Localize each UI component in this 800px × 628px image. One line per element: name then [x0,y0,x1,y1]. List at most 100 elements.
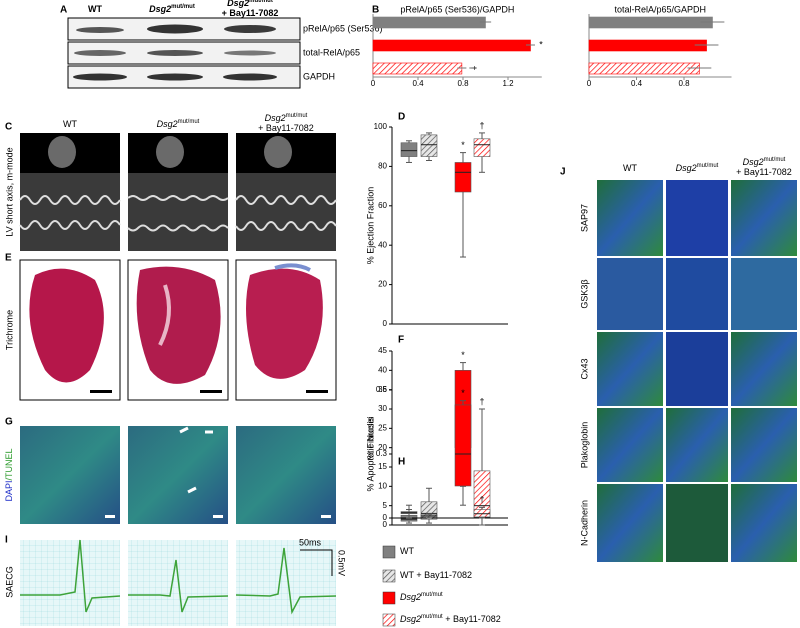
y-tick-label: 35 [378,385,387,394]
bar [588,16,713,29]
row-label: pRelA/p65 (Ser536) [303,23,383,33]
gene: Dsg2 [676,163,697,173]
y-tick-label: 40 [378,365,387,374]
superscript: mut/mut [286,113,308,119]
gene: Dsg2 [400,614,421,624]
column-header: Dsg2mut/mut [149,4,195,15]
gene: Dsg2 [400,592,421,602]
column-header: WT [63,119,77,129]
annotation: † [479,396,484,406]
echo-images [19,133,337,251]
annotation: † [468,65,478,70]
y-tick-label: 0 [383,513,388,522]
x-tick-label: 0.4 [631,79,643,88]
dapi: DAPI [4,481,14,502]
bar [372,16,486,29]
panel-letter: B [372,5,379,16]
row-label: Plakoglobin [579,422,589,469]
x-tick-label: 0 [371,79,376,88]
column-header: WT [623,163,637,173]
panel-letter: I [5,535,8,546]
panel-letter: E [5,253,12,264]
panel-letter: A [60,5,67,16]
annotation: * [461,140,465,150]
legend-label: WT + Bay11-7082 [400,570,472,580]
box [420,134,438,157]
legend-label: WT [400,546,414,556]
column-header: Dsg2mut/mut + Bay11-7082 [258,113,314,134]
bar [588,62,700,75]
superscript: mut/mut [171,4,195,10]
panel-letter: C [5,122,12,133]
y-tick-label: 80 [378,162,387,171]
annotation: * [461,388,465,398]
bar [588,39,707,52]
gene: Dsg2 [743,157,764,167]
gene: Dsg2 [149,4,171,14]
trichrome-images [19,259,337,401]
x-tick-label: 0.8 [457,79,469,88]
legend-swatch [382,613,396,627]
y-axis-label: % Ejection Fraction [365,187,375,265]
row-label: GAPDH [303,71,335,81]
suffix: + Bay11-7082 [258,123,314,133]
superscript: mut/mut [421,592,443,598]
bar [372,39,531,52]
tunel: /TUNEL [4,448,14,480]
chart-title: total-RelA/p65/GAPDH [614,4,706,14]
superscript: mut/mut [697,163,719,169]
gene: Dsg2 [157,119,178,129]
y-tick-label: 0 [383,520,388,529]
panel-letter: G [5,417,13,428]
superscript: mut/mut [764,157,786,163]
superscript: mut/mut [421,614,443,620]
column-header: Dsg2mut/mut [676,163,719,174]
suffix: + Bay11-7082 [736,167,792,177]
tunel-images [20,426,336,524]
chart-title: pRelA/p65 (Ser536)/GAPDH [400,4,514,14]
x-tick-label: 0 [587,79,592,88]
label-text: WT [63,119,77,129]
y-tick-label: 20 [378,443,387,452]
row-label: N-Cadherin [579,500,589,546]
ecg-traces [20,539,337,626]
scale-label: 50ms [299,537,322,547]
y-tick-label: 40 [378,240,387,249]
box [454,162,472,193]
y-tick-label: 5 [383,501,388,510]
x-tick-label: 0.8 [678,79,690,88]
column-header: Dsg2mut/mut + Bay11-7082 [736,157,792,178]
panel-letter: F [398,335,404,346]
label-text: WT [400,546,414,556]
column-header: Dsg2mut/mut [157,119,200,130]
y-tick-label: 0.6 [376,385,388,394]
annotation: † [479,120,484,130]
legend-swatch [382,545,396,559]
suffix: + Bay11-7082 [222,8,279,18]
superscript: mut/mut [178,119,200,125]
y-tick-label: 0 [383,319,388,328]
legend-swatch [382,591,396,605]
label-text: WT [88,4,102,14]
box [454,404,472,487]
y-tick-label: 0.3 [376,449,388,458]
suffix: + Bay11-7082 [443,614,501,624]
legend-label: Dsg2mut/mut + Bay11-7082 [400,614,501,625]
row-label: DAPI/TUNEL [4,448,14,501]
row-label: Cx43 [579,358,589,379]
box [473,509,491,518]
y-tick-label: 10 [378,481,387,490]
y-tick-label: 100 [374,122,388,131]
panel-letter: H [398,457,405,468]
x-tick-label: 1.2 [502,79,514,88]
annotation: * [539,39,543,49]
bar [372,62,463,75]
y-axis-label: % Apoptotic Nuclei [365,416,375,491]
annotation: * [461,350,465,360]
y-tick-label: 45 [378,346,387,355]
superscript: mut/mut [249,0,273,4]
box [473,138,491,157]
y-tick-label: 20 [378,280,387,289]
gene: Dsg2 [227,0,249,8]
